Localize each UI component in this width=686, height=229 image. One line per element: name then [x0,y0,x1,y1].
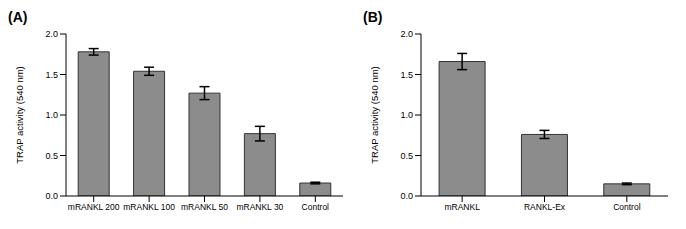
svg-text:mRANKL 100: mRANKL 100 [123,202,175,212]
svg-text:Control: Control [302,202,330,212]
svg-text:1.0: 1.0 [400,110,413,120]
svg-text:RANKL-Ex: RANKL-Ex [524,202,566,212]
svg-text:0.0: 0.0 [45,191,58,201]
svg-text:2.0: 2.0 [400,29,413,39]
svg-text:mRANKL 50: mRANKL 50 [181,202,228,212]
svg-text:1.0: 1.0 [45,110,58,120]
html-text:(B): (B) [363,9,383,25]
svg-text:TRAP activity (540 nm): TRAP activity (540 nm) [369,66,380,164]
svg-text:mRANKL 200: mRANKL 200 [68,202,120,212]
svg-text:2.0: 2.0 [45,29,58,39]
svg-text:1.5: 1.5 [45,70,58,80]
svg-text:Control: Control [613,202,641,212]
svg-text:TRAP activity (540 nm): TRAP activity (540 nm) [14,66,25,164]
svg-text:0.0: 0.0 [400,191,413,201]
html-text:(A): (A) [8,9,28,25]
svg-text:mRANKL 30: mRANKL 30 [236,202,283,212]
svg-text:1.5: 1.5 [400,70,413,80]
svg-text:0.5: 0.5 [45,151,58,161]
svg-text:mRANKL: mRANKL [444,202,480,212]
svg-text:0.5: 0.5 [400,151,413,161]
